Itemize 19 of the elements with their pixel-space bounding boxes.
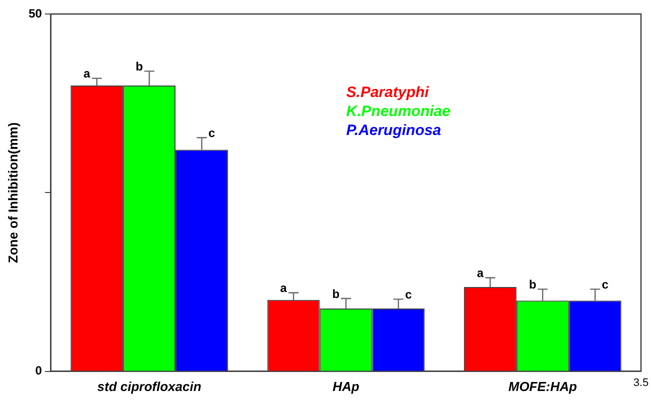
y-tick-label: 50 xyxy=(28,6,42,20)
text: K.Pneumoniae xyxy=(346,102,450,120)
y-tick-label: 0 xyxy=(35,364,42,378)
data-label: c xyxy=(208,126,216,140)
x-tick-label: HAp xyxy=(332,378,360,394)
data-label: a xyxy=(476,266,484,280)
data-label: b xyxy=(136,59,143,74)
data-label: b xyxy=(528,278,536,292)
data-label: a xyxy=(280,281,288,296)
data-label: c xyxy=(602,278,609,292)
x-tick-label: MOFE:HAp xyxy=(508,378,578,394)
x-tick-label: std ciprofloxacin xyxy=(97,378,202,394)
y-axis-title: Zone of Inhibition(mm) xyxy=(5,122,20,264)
text: P.Aeruginosa xyxy=(346,122,442,139)
data-label: c xyxy=(405,288,412,302)
text: S.Paratyphi xyxy=(346,84,430,101)
data-label: a xyxy=(83,66,90,81)
text: 3.5 xyxy=(633,376,649,389)
data-label: b xyxy=(332,286,340,301)
